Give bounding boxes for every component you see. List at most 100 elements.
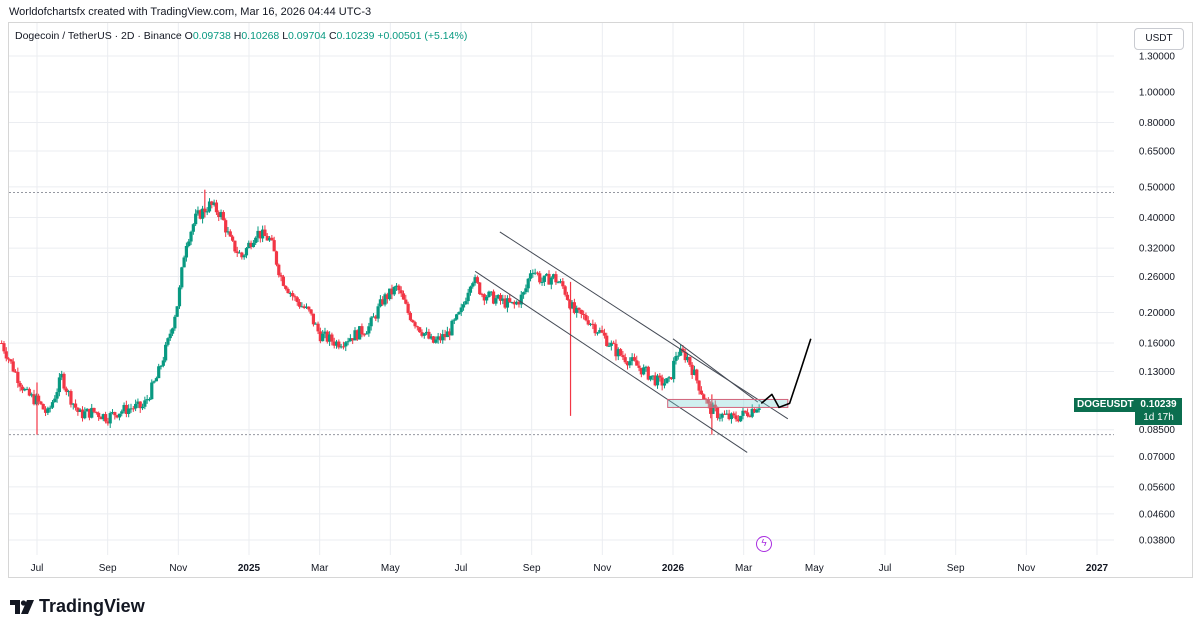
candle-down: [695, 369, 699, 381]
candle-up: [207, 201, 212, 212]
candle-down: [582, 313, 586, 316]
candle-down: [198, 210, 202, 219]
candle-up: [394, 285, 399, 287]
candle-up: [665, 378, 669, 384]
candle-down: [748, 416, 752, 418]
candle-down: [103, 414, 108, 422]
candle-up: [466, 292, 470, 302]
candle-down: [681, 348, 685, 352]
candle-up: [531, 273, 535, 275]
candle-up: [177, 287, 182, 307]
candle-up: [136, 401, 140, 404]
time-axis-label: Jul: [879, 563, 892, 574]
candle-down: [279, 275, 283, 277]
candle-down: [563, 286, 567, 295]
price-axis-label: 0.80000: [1139, 118, 1176, 129]
candle-up: [110, 412, 115, 414]
candle-down: [491, 291, 496, 304]
candle-up: [552, 274, 556, 278]
candle-down: [355, 330, 359, 340]
candle-up: [667, 377, 671, 379]
candle-up: [441, 334, 445, 341]
candle-up: [237, 252, 242, 254]
candle-up: [34, 395, 38, 405]
candle-up: [464, 301, 468, 305]
candle-up: [247, 242, 251, 249]
candle-down: [448, 331, 452, 336]
candle-down: [568, 299, 572, 309]
candle-up: [750, 408, 754, 417]
candle-up: [376, 306, 380, 319]
candle-up: [598, 330, 602, 333]
candle-down: [715, 407, 720, 419]
candle-down: [87, 408, 92, 418]
candle-down: [39, 401, 43, 404]
candle-down: [9, 359, 13, 362]
candle-down: [413, 322, 417, 327]
candle-down: [508, 298, 512, 303]
candle-up: [200, 208, 205, 219]
candle-up: [127, 408, 131, 414]
candle-down: [600, 330, 604, 333]
candle-down: [722, 413, 727, 415]
candle-down: [420, 332, 424, 336]
candle-down: [293, 296, 297, 298]
candle-down: [727, 413, 731, 420]
candle-down: [16, 372, 20, 384]
candle-up: [48, 407, 52, 409]
candle-down: [258, 230, 262, 239]
symbol-legend[interactable]: Dogecoin / TetherUS · 2D · Binance O0.09…: [15, 30, 467, 42]
candle-down: [138, 401, 142, 409]
candle-down: [697, 380, 701, 391]
price-axis-label: 0.04600: [1139, 509, 1176, 520]
candle-down: [131, 408, 135, 410]
candle-down: [415, 326, 419, 328]
candle-up: [570, 302, 574, 309]
candle-up: [545, 273, 549, 276]
candle-down: [443, 334, 447, 338]
last-price-value: 0.10239: [1140, 399, 1177, 410]
candle-down: [228, 231, 232, 237]
candle-up: [595, 332, 600, 334]
candle-up: [662, 383, 667, 386]
candle-down: [612, 342, 616, 344]
candle-up: [348, 338, 352, 342]
candle-up: [471, 283, 475, 287]
candle-down: [291, 293, 295, 297]
candle-up: [679, 348, 683, 356]
candle-up: [219, 212, 223, 218]
candle-up: [212, 202, 216, 205]
candle-down: [498, 294, 503, 301]
candle-up: [549, 277, 553, 285]
candle-up: [648, 375, 653, 380]
candle-up: [392, 286, 396, 295]
candle-down: [214, 202, 219, 213]
chart-frame[interactable]: [8, 22, 1193, 578]
candle-down: [404, 299, 408, 304]
candle-down: [709, 403, 713, 414]
candle-up: [254, 237, 258, 243]
candle-up: [334, 341, 339, 346]
currency-button[interactable]: USDT: [1134, 28, 1184, 50]
candle-up: [191, 224, 195, 232]
symbol-title[interactable]: Dogecoin / TetherUS · 2D · Binance: [15, 30, 182, 42]
candle-down: [274, 251, 279, 265]
candle-up: [170, 328, 175, 334]
candle-up: [30, 394, 34, 396]
candle-down: [734, 415, 738, 420]
candle-up: [184, 245, 189, 258]
price-axis: 1.30000 1.00000 0.80000 0.65000 0.50000 0.400…: [1139, 52, 1176, 547]
low-value: 0.09704: [288, 30, 327, 42]
lightning-icon[interactable]: ϟ: [756, 536, 772, 552]
time-axis-label: Sep: [523, 563, 541, 574]
candle-down: [431, 336, 436, 343]
candle-up: [644, 366, 648, 368]
candle-up: [505, 298, 510, 308]
candle-down: [503, 298, 507, 308]
horizontal-lines: [9, 192, 1114, 436]
tradingview-brand[interactable]: TV TradingView: [10, 596, 145, 617]
candle-up: [25, 388, 29, 390]
candle-up: [159, 365, 163, 367]
candle-down: [233, 240, 237, 252]
